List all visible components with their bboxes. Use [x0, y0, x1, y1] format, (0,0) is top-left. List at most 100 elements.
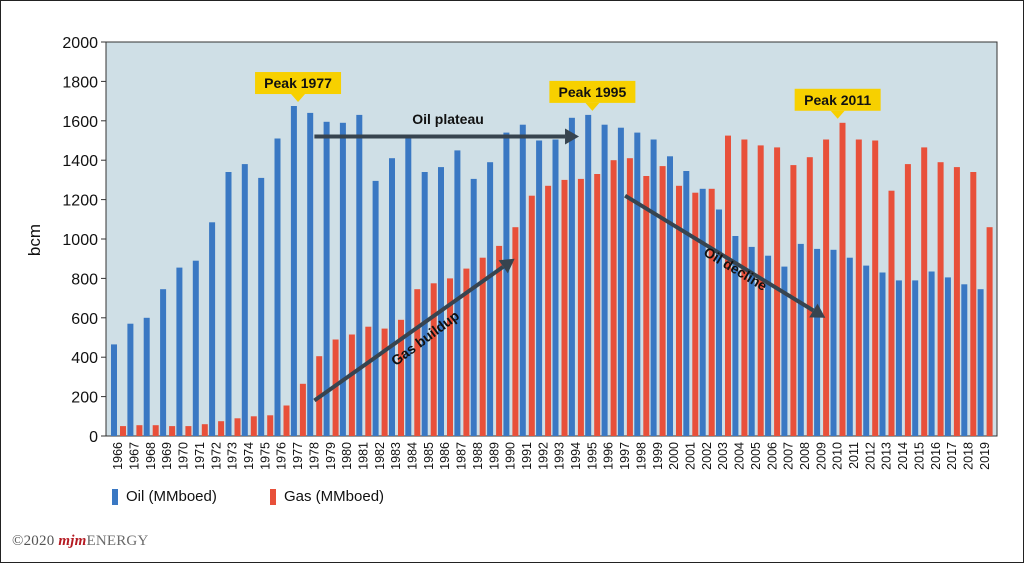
oil-bar-1978 — [307, 112, 314, 437]
x-tick-label: 2011 — [847, 442, 861, 469]
oil-bar-2008 — [797, 243, 804, 436]
brand-logo-mjm: mjm — [58, 533, 87, 549]
oil-bar-1995 — [585, 114, 592, 437]
x-tick-label: 1992 — [536, 442, 550, 470]
oil-bar-2009 — [814, 248, 821, 436]
x-tick-label: 2004 — [733, 442, 747, 470]
oil-bar-1988 — [470, 178, 477, 436]
x-tick-label: 1976 — [275, 442, 289, 470]
x-tick-label: 1985 — [422, 442, 436, 470]
x-tick-label: 1994 — [569, 442, 583, 470]
gas-bar-1971 — [201, 424, 208, 436]
gas-bar-2014 — [904, 164, 911, 436]
x-tick-label: 2015 — [912, 442, 926, 470]
x-tick-label: 2009 — [814, 442, 828, 470]
x-tick-label: 2003 — [716, 442, 730, 470]
x-tick-label: 2001 — [684, 442, 698, 470]
oil-bar-1974 — [241, 164, 248, 436]
oil-bar-1983 — [389, 158, 395, 436]
legend-label-oil: Oil (MMboed) — [126, 488, 217, 505]
gas-bar-1985 — [430, 283, 437, 436]
gas-bar-2009 — [823, 139, 830, 436]
oil-bar-2012 — [863, 265, 870, 436]
oil-bar-2001 — [683, 171, 690, 436]
gas-bar-1993 — [561, 179, 568, 436]
gas-bar-2018 — [970, 172, 977, 436]
gas-bar-1970 — [185, 426, 192, 436]
legend-swatch-gas — [270, 488, 276, 505]
y-tick-label: 1000 — [62, 232, 98, 249]
y-tick-label: 600 — [71, 311, 98, 328]
x-tick-label: 2008 — [798, 442, 812, 470]
x-tick-label: 2002 — [700, 442, 714, 470]
oil-bar-1973 — [225, 172, 232, 436]
x-tick-label: 1967 — [128, 442, 142, 470]
gas-bar-2001 — [692, 192, 699, 436]
oil-bar-1977 — [290, 106, 297, 436]
gas-bar-2004 — [741, 139, 748, 436]
oil-bar-2017 — [944, 277, 951, 436]
oil-bar-1984 — [405, 135, 412, 436]
x-tick-label: 1991 — [520, 442, 534, 470]
gas-bar-2005 — [757, 145, 764, 436]
oil-bar-1985 — [421, 172, 428, 436]
y-tick-label: 1800 — [62, 74, 98, 91]
oil-bar-1972 — [209, 222, 216, 436]
oil-bar-1980 — [339, 122, 346, 437]
gas-bar-1969 — [169, 426, 176, 436]
x-tick-label: 1975 — [258, 442, 272, 470]
x-tick-label: 1999 — [651, 442, 665, 470]
oil-bar-1967 — [127, 323, 134, 436]
oil-bar-1968 — [143, 317, 150, 436]
y-tick-label: 800 — [71, 271, 98, 288]
callout-peak-1977: Peak 1977 — [255, 72, 342, 103]
oil-bar-1999 — [650, 139, 657, 436]
oil-bar-1975 — [258, 177, 265, 436]
oil-bar-2010 — [830, 249, 837, 436]
x-tick-label: 1987 — [455, 442, 469, 470]
oil-bar-1969 — [160, 289, 167, 436]
gas-bar-1967 — [136, 425, 143, 436]
gas-bar-1997 — [626, 158, 633, 436]
brand-logo-energy: ENERGY — [86, 533, 149, 549]
x-tick-label: 1984 — [406, 442, 420, 470]
gas-bar-2010 — [839, 122, 846, 437]
x-tick-label: 1986 — [438, 442, 452, 470]
oil-bar-1991 — [519, 124, 526, 436]
oil-bar-1979 — [323, 121, 330, 437]
x-tick-label: 2017 — [945, 442, 959, 470]
x-tick-label: 1977 — [291, 442, 305, 470]
x-tick-label: 2006 — [765, 442, 779, 470]
x-tick-label: 2014 — [896, 442, 910, 470]
oil-bar-1987 — [454, 150, 461, 436]
gas-bar-1984 — [414, 289, 421, 436]
copyright-prefix: ©2020 — [12, 533, 59, 549]
gas-bar-2000 — [676, 185, 682, 436]
y-tick-label: 2000 — [62, 35, 98, 52]
gas-bar-2012 — [872, 140, 879, 436]
x-tick-label: 1988 — [471, 442, 485, 470]
oil-bar-1982 — [372, 180, 379, 436]
x-tick-label: 1970 — [177, 442, 191, 470]
oil-bar-1986 — [438, 167, 444, 436]
legend-swatch-oil — [112, 488, 118, 505]
x-tick-label: 1973 — [226, 442, 240, 470]
oil-bar-2002 — [699, 188, 706, 436]
gas-bar-1976 — [283, 405, 290, 436]
callout-peak-1995-label: Peak 1995 — [559, 84, 627, 100]
oil-bar-2011 — [846, 257, 853, 436]
gas-bar-2002 — [708, 188, 715, 436]
arrow-oil-decline — [624, 193, 826, 318]
gas-bar-2013 — [888, 190, 895, 436]
legend-item-gas: Gas (MMboed) — [270, 488, 384, 505]
oil-bar-2014 — [895, 280, 902, 436]
callout-peak-2011: Peak 2011 — [794, 88, 881, 119]
arrow-gas-buildup — [313, 258, 515, 403]
x-tick-label: 1979 — [324, 442, 338, 470]
y-tick-label: 200 — [71, 390, 98, 407]
oil-bar-1998 — [634, 132, 641, 436]
gas-bar-1994 — [577, 178, 584, 436]
y-tick-label: 0 — [89, 429, 98, 446]
x-tick-label: 1989 — [487, 442, 501, 470]
gas-bar-2003 — [725, 135, 731, 436]
